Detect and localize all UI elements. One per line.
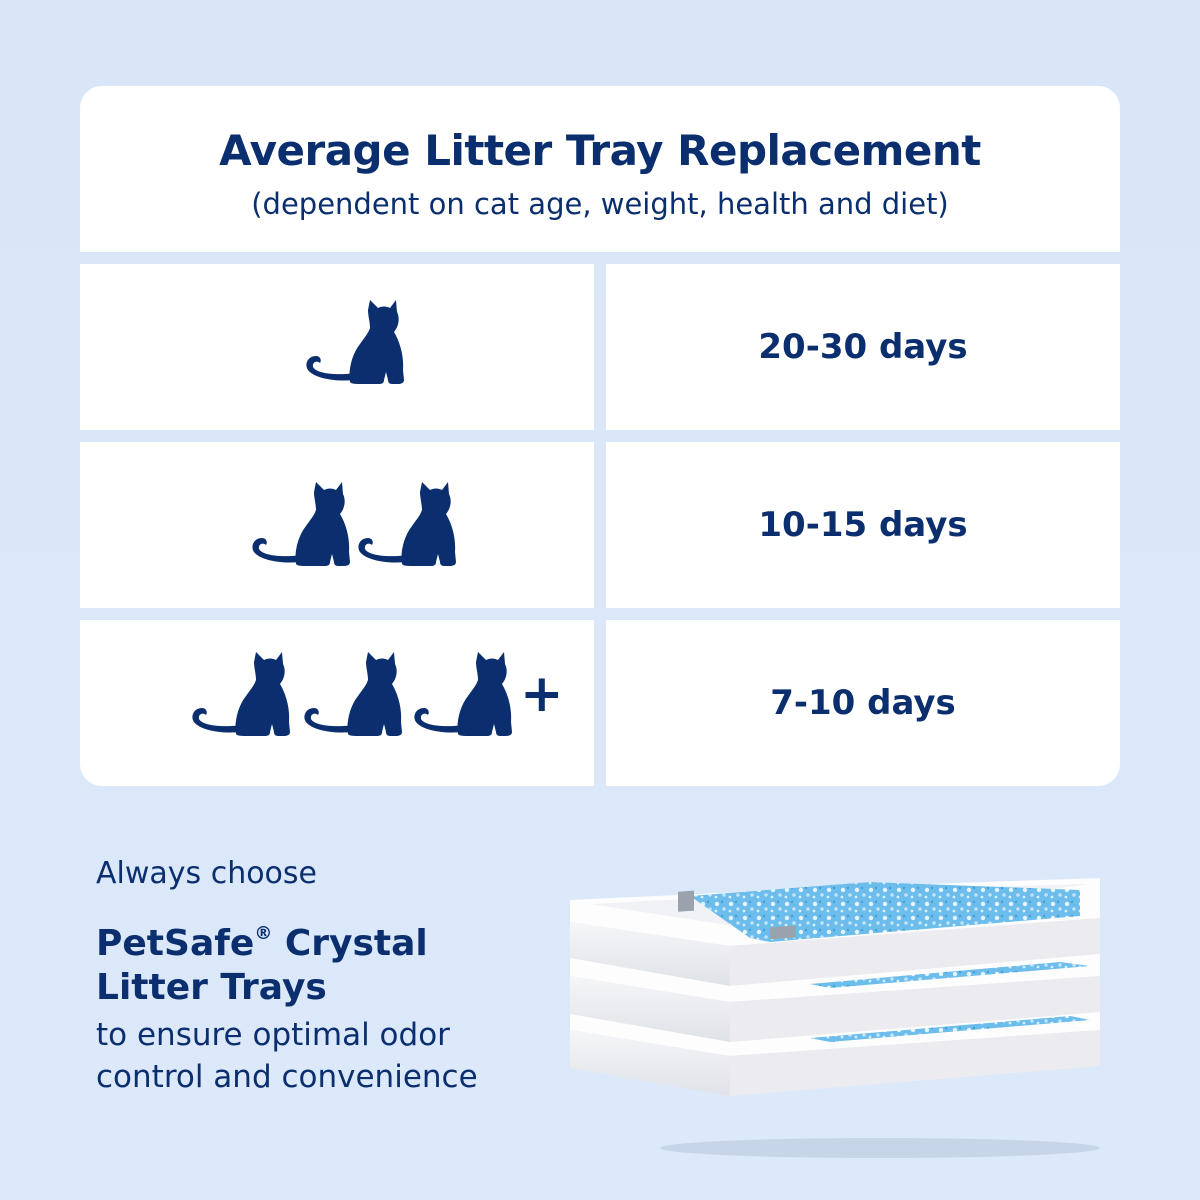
page-title: Average Litter Tray Replacement [219,126,981,175]
duration-cell-1: 20-30 days [606,264,1120,430]
cat-icon [412,652,516,736]
cats-cell-1 [80,264,594,430]
table-header-cell [80,86,1120,252]
stacked-litter-trays-image [570,878,1100,1158]
brand-name: PetSafe [96,923,255,964]
cta-body: to ensure optimal odor control and conve… [96,1014,478,1098]
brand-product: Crystal [272,923,428,964]
duration-label: 7-10 days [770,683,956,723]
cta-intro: Always choose [96,856,318,891]
cta-body-line2: control and convenience [96,1059,478,1095]
cta-brand: PetSafe® Crystal Litter Trays [96,912,428,1010]
registered-mark: ® [254,923,273,944]
cat-icon [304,300,408,384]
duration-cell-2: 10-15 days [606,442,1120,608]
cta-body-line1: to ensure optimal odor [96,1017,450,1053]
cat-icon [190,652,294,736]
duration-label: 10-15 days [758,505,968,545]
cat-icon [250,482,354,566]
cat-icon [302,652,406,736]
page-subtitle: (dependent on cat age, weight, health an… [251,187,949,221]
plus-sign: + [520,664,564,724]
duration-cell-3: 7-10 days [606,620,1120,786]
duration-label: 20-30 days [758,327,968,367]
brand-product-line2: Litter Trays [96,967,327,1008]
cat-icon [356,482,460,566]
